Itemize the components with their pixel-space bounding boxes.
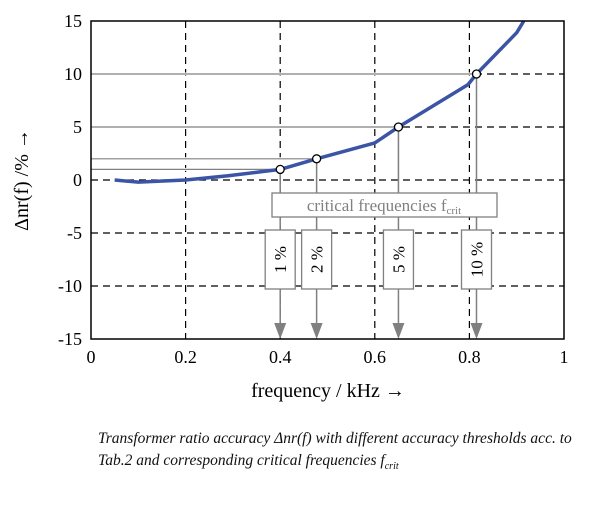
threshold-label-box	[382, 229, 415, 290]
y-tick-label: -10	[58, 276, 82, 296]
critical-point-marker	[275, 164, 285, 175]
y-tick-label: 0	[73, 170, 82, 190]
y-tick-label: 10	[64, 64, 82, 84]
threshold-label-box	[264, 229, 296, 290]
y-tick-label: 15	[64, 11, 82, 31]
y-axis-label: Δnr(f) /% →	[11, 129, 33, 231]
critical-point-marker	[311, 154, 322, 164]
arrow-down-icon	[310, 323, 323, 339]
threshold-label: 2 %	[308, 246, 327, 273]
y-tick-label: -15	[58, 329, 82, 349]
x-tick-label: 0.6	[364, 347, 387, 367]
x-tick-label: 0.2	[174, 347, 197, 367]
critical-point-marker	[393, 122, 404, 132]
arrow-down-icon	[392, 323, 405, 339]
x-tick-label: 0	[87, 347, 96, 367]
threshold-label-box	[460, 229, 493, 290]
threshold-label-box	[300, 229, 333, 290]
arrow-down-icon	[274, 323, 287, 339]
plot-frame	[90, 20, 565, 340]
arrow-down-icon	[470, 323, 483, 339]
caption-text: Transformer ratio accuracy Δnr(f) with d…	[98, 430, 572, 469]
series-line	[114, 20, 526, 184]
y-tick-label: 5	[73, 117, 82, 137]
critical-point-marker	[471, 69, 482, 79]
x-tick-label: 0.8	[458, 347, 481, 367]
annotation-box	[271, 192, 498, 218]
x-axis-label: frequency / kHz →	[251, 380, 405, 402]
threshold-label: 10 %	[467, 242, 486, 277]
caption-subscript: crit	[384, 461, 399, 473]
figure-caption: Transformer ratio accuracy Δnr(f) with d…	[98, 428, 588, 478]
x-tick-label: 0.4	[269, 347, 292, 367]
y-tick-label: -5	[67, 223, 82, 243]
threshold-label: 5 %	[389, 246, 408, 273]
x-tick-label: 1	[560, 347, 569, 367]
threshold-label: 1 %	[271, 246, 290, 273]
annotation-label: critical frequencies fcrit	[307, 196, 461, 217]
